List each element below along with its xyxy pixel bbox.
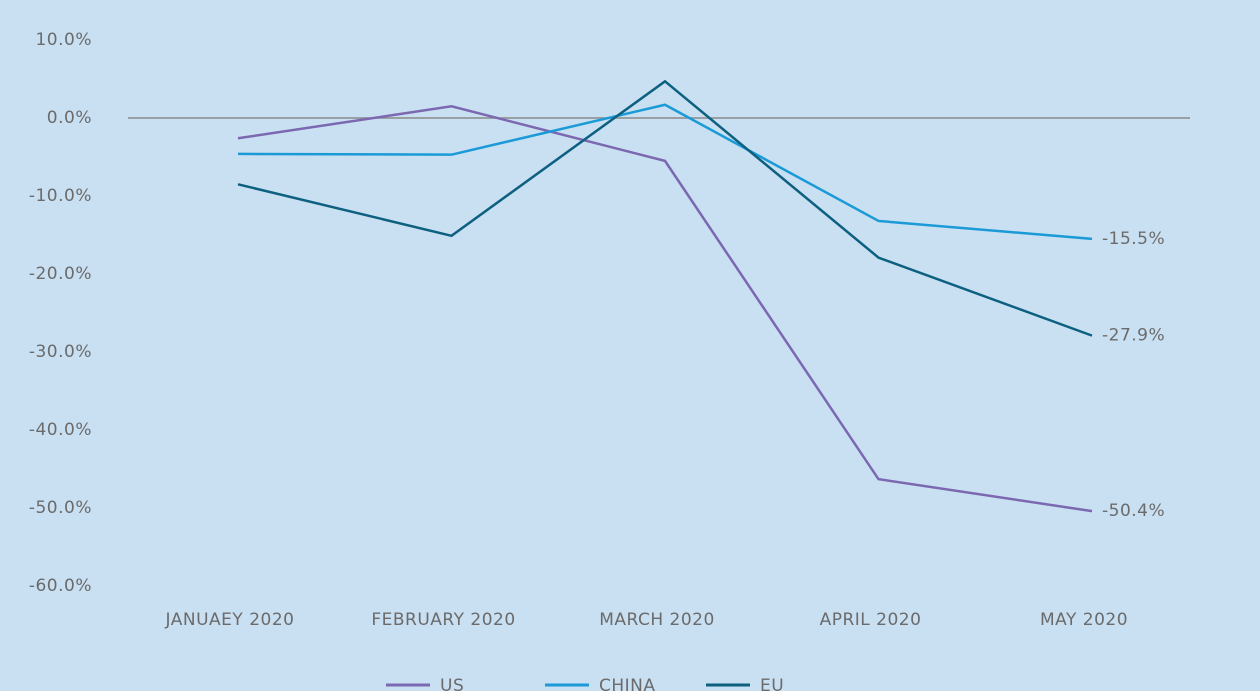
x-tick-label: MAY 2020 <box>1040 610 1128 630</box>
line <box>237 105 1093 513</box>
y-tick-label: -50.0% <box>29 498 92 518</box>
legend-label: US <box>440 676 464 691</box>
line <box>237 103 1093 241</box>
y-tick-label: -60.0% <box>29 576 92 596</box>
line <box>237 79 1093 337</box>
x-tick-label: APRIL 2020 <box>820 610 922 630</box>
x-tick-label: MARCH 2020 <box>599 610 715 630</box>
y-tick-label: -20.0% <box>29 264 92 284</box>
legend-label: CHINA <box>599 676 656 691</box>
x-tick-label: JANUAEY 2020 <box>165 610 295 630</box>
y-tick-label: 10.0% <box>35 30 92 50</box>
data-label: -50.4% <box>1102 501 1165 521</box>
data-label: -27.9% <box>1102 326 1165 346</box>
data-label: -15.5% <box>1102 229 1165 249</box>
y-tick-label: -10.0% <box>29 186 92 206</box>
y-tick-label: -40.0% <box>29 420 92 440</box>
y-tick-label: 0.0% <box>47 108 92 128</box>
x-tick-label: FEBRUARY 2020 <box>371 610 515 630</box>
y-tick-label: -30.0% <box>29 342 92 362</box>
legend-label: EU <box>760 676 784 691</box>
